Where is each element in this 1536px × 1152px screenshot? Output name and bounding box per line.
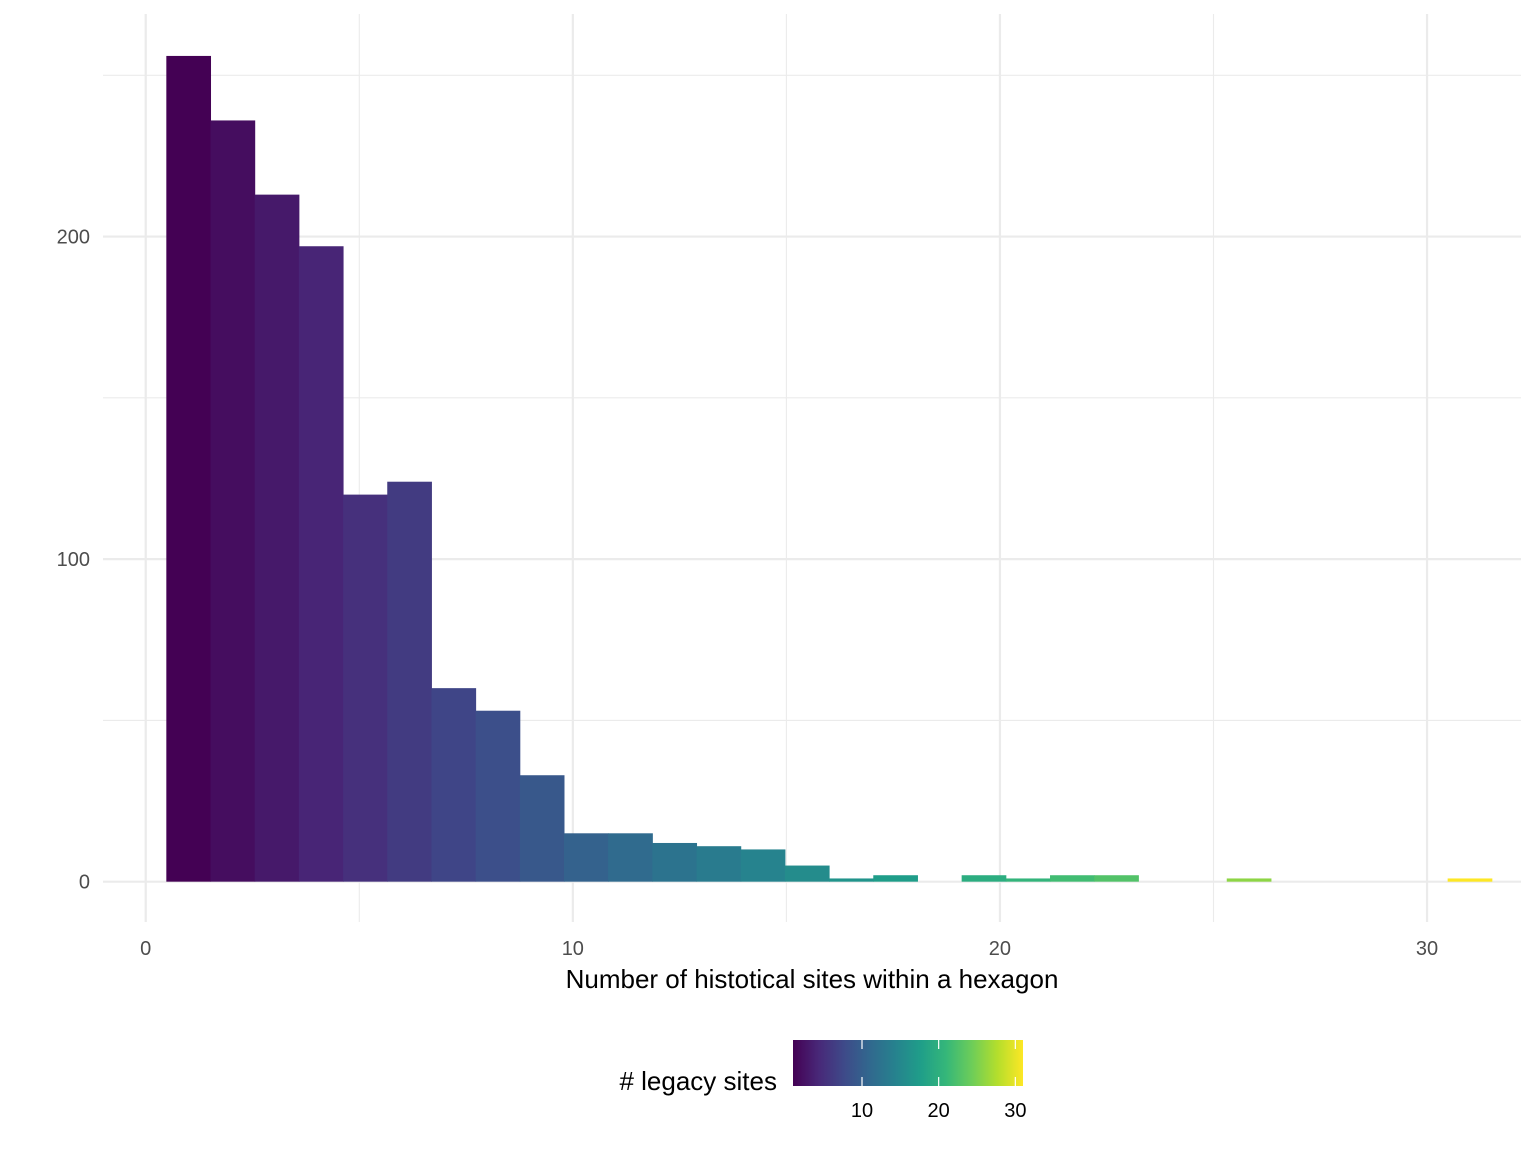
histogram-bar (829, 878, 874, 882)
histogram-bar (784, 865, 830, 882)
histogram-bar (343, 494, 388, 882)
legend-ticks: 10 20 30 (851, 1040, 1026, 1122)
histogram-bar (387, 481, 432, 882)
histogram-bar (652, 842, 698, 882)
histogram-bar (1094, 875, 1139, 882)
x-tick-label: 30 (1416, 938, 1438, 960)
histogram-bar (298, 246, 344, 882)
histogram-bars (166, 55, 1493, 882)
x-tick-label: 0 (140, 938, 151, 960)
color-legend: # legacy sites 10 20 30 (619, 1040, 1026, 1122)
x-tick-label: 10 (562, 938, 584, 960)
y-tick-label: 0 (79, 872, 90, 894)
histogram-bar (1050, 875, 1095, 882)
x-axis-tick-labels: 0 10 20 30 (140, 938, 1438, 960)
histogram-bar (431, 688, 477, 882)
histogram-bar (1447, 878, 1493, 882)
histogram-bar (563, 833, 609, 882)
histogram-bar (166, 55, 212, 882)
y-tick-label: 100 (57, 549, 90, 571)
histogram-bar (1005, 878, 1051, 882)
histogram-bar (608, 833, 653, 882)
histogram-bar (475, 710, 521, 882)
histogram-bar (873, 875, 918, 882)
legend-colorbar (793, 1040, 1023, 1086)
histogram-bar (519, 775, 565, 882)
histogram-bar (696, 846, 742, 882)
histogram-bar (254, 194, 300, 882)
x-tick-label: 20 (989, 938, 1011, 960)
legend-tick-label: 20 (928, 1100, 950, 1122)
histogram-bar (740, 849, 786, 882)
histogram-bar (1226, 878, 1272, 882)
y-tick-label: 200 (57, 227, 90, 249)
y-axis-tick-labels: 0 100 200 (57, 227, 90, 894)
histogram-bar (210, 120, 256, 882)
legend-tick-label: 30 (1004, 1100, 1026, 1122)
histogram-bar (961, 875, 1007, 882)
legend-title: # legacy sites (619, 1066, 777, 1096)
legend-tick-label: 10 (851, 1100, 873, 1122)
x-axis-title: Number of histotical sites within a hexa… (566, 964, 1059, 994)
